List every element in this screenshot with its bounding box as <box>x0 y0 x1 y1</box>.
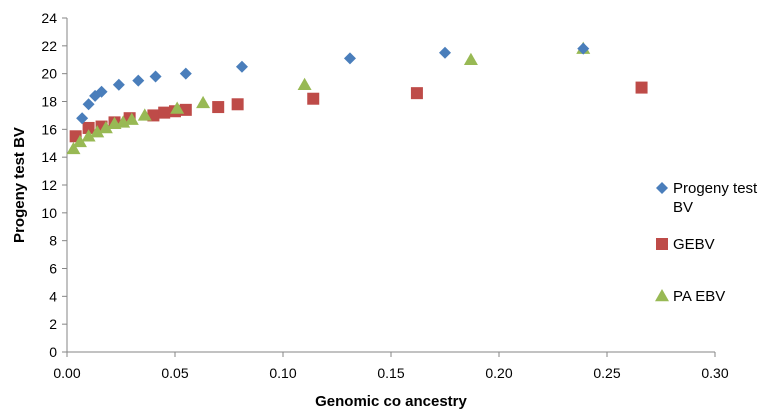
gebv-point <box>158 106 171 119</box>
legend: Progeny test BV GEBV PA EBV <box>655 180 758 305</box>
progeny-test-bv-point <box>343 52 356 65</box>
x-axis-title: Genomic co ancestry <box>315 393 467 410</box>
y-tick-label: 16 <box>41 121 57 137</box>
y-tick-label: 12 <box>41 177 57 193</box>
x-tick-label: 0.00 <box>53 365 80 381</box>
progeny-test-bv-point <box>95 85 108 98</box>
progeny-test-bv-point <box>235 60 248 73</box>
progeny-test-bv-point <box>179 67 192 80</box>
data-marks <box>66 41 648 155</box>
y-tick-label: 8 <box>49 233 57 249</box>
pa-ebv-point <box>66 141 81 155</box>
pa-ebv-point <box>463 52 478 65</box>
pa-ebv-point <box>98 120 113 134</box>
progeny-test-bv-point <box>82 98 95 111</box>
legend-label-line: BV <box>673 199 693 216</box>
legend-marker-gebv <box>656 238 668 250</box>
y-tick-label: 22 <box>41 38 57 54</box>
legend-label-line: Progeny test <box>673 180 758 197</box>
progeny-test-bv-point <box>76 112 89 125</box>
y-tick-label: 18 <box>41 94 57 110</box>
y-tick-label: 2 <box>49 316 57 332</box>
pa-ebv-point <box>72 134 87 148</box>
y-tick-label: 0 <box>49 344 57 360</box>
pa-ebv-point <box>81 129 96 142</box>
y-tick-label: 24 <box>41 10 57 26</box>
legend-label: Progeny test BV <box>673 180 758 216</box>
x-tick-label: 0.10 <box>269 365 296 381</box>
x-tick-label: 0.25 <box>593 365 620 381</box>
progeny-test-bv-point <box>112 78 125 91</box>
progeny-test-bv-point <box>132 74 145 87</box>
progeny-test-bv-point <box>149 70 162 83</box>
x-tick-label: 0.30 <box>701 365 728 381</box>
x-tick-label: 0.05 <box>161 365 188 381</box>
pa-ebv-point <box>170 101 185 114</box>
y-tick-label: 6 <box>49 261 57 277</box>
axes <box>66 18 715 353</box>
y-tick-label: 10 <box>41 205 57 221</box>
gebv-point <box>82 121 95 134</box>
legend-marker-pa-ebv <box>655 289 669 302</box>
legend-item-progeny-test-bv: Progeny test BV <box>656 180 758 216</box>
gebv-point <box>231 98 244 111</box>
legend-marker-progeny-test-bv <box>656 182 668 194</box>
x-tick-label: 0.20 <box>485 365 512 381</box>
progeny-test-bv-point <box>439 46 451 59</box>
y-axis-title: Progeny test BV <box>11 127 28 243</box>
gebv-point <box>635 81 648 94</box>
legend-item-gebv: GEBV <box>656 236 715 253</box>
gebv-point <box>307 92 320 105</box>
progeny-test-bv-point <box>577 42 590 55</box>
legend-label: GEBV <box>673 236 715 253</box>
pa-ebv-point <box>137 108 152 121</box>
pa-ebv-point <box>124 112 139 125</box>
y-tick-label: 4 <box>49 288 57 304</box>
gebv-point <box>212 101 225 114</box>
pa-ebv-point <box>196 95 211 109</box>
pa-ebv-point <box>90 125 105 138</box>
gebv-point <box>410 87 423 100</box>
y-tick-label: 20 <box>41 66 57 82</box>
x-tick-label: 0.15 <box>377 365 404 381</box>
y-tick-label: 14 <box>41 149 57 165</box>
legend-item-pa-ebv: PA EBV <box>655 288 725 305</box>
pa-ebv-point <box>297 77 312 91</box>
legend-label: PA EBV <box>673 288 725 305</box>
